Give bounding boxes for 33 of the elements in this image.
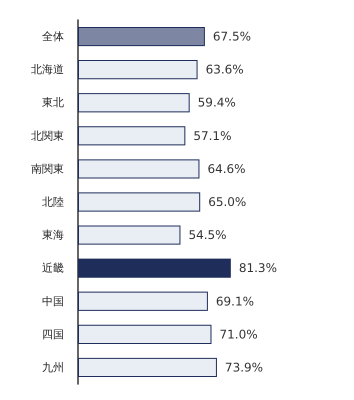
data-label: 67.5% (212, 30, 252, 44)
data-label: 57.1% (193, 128, 232, 143)
y-tick-label: 東北 (42, 96, 64, 110)
bar (78, 324, 212, 344)
data-label: 59.4% (198, 96, 236, 110)
bar (78, 358, 217, 378)
y-tick-label: 四国 (42, 328, 64, 341)
bar (78, 258, 231, 278)
bar (78, 192, 200, 212)
data-label: 71.0% (219, 327, 258, 342)
data-label: 63.6% (206, 62, 244, 77)
data-label: 81.3% (238, 261, 277, 276)
y-tick-label: 中国 (42, 294, 64, 308)
bar (78, 93, 190, 112)
y-tick-label: 東海 (42, 228, 64, 242)
bar (78, 292, 208, 311)
bar (78, 26, 205, 46)
data-label: 54.5% (188, 228, 227, 242)
y-tick-label: 全体 (42, 30, 64, 44)
bar (78, 225, 180, 245)
data-label: 69.1% (216, 294, 254, 308)
y-tick-label: 近畿 (42, 262, 64, 275)
bar (78, 159, 200, 179)
bar (78, 60, 198, 80)
y-tick-label: 九州 (42, 360, 64, 374)
y-tick-label: 南関東 (31, 162, 64, 176)
data-label: 73.9% (224, 360, 264, 374)
data-label: 64.6% (207, 162, 246, 176)
data-label: 65.0% (208, 195, 246, 209)
y-tick-label: 北関東 (31, 129, 64, 142)
bar (78, 126, 186, 146)
y-tick-label: 北陸 (42, 196, 64, 208)
y-tick-label: 北海道 (31, 63, 64, 76)
